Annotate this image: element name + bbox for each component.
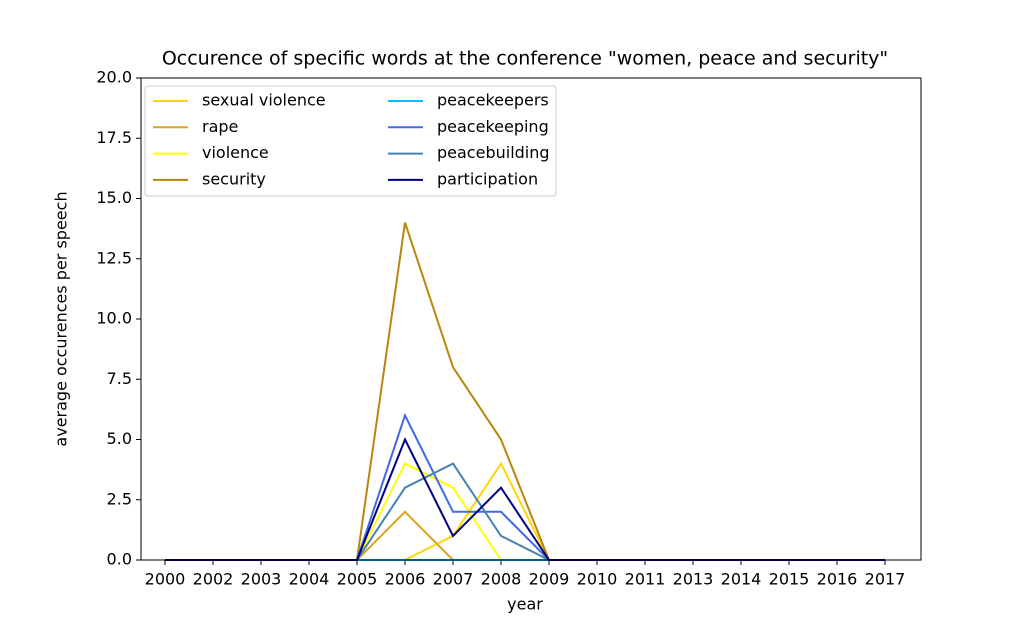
x-tick-label: 2014 bbox=[721, 570, 762, 589]
legend-label: peacekeeping bbox=[437, 117, 549, 136]
legend-label: security bbox=[202, 169, 266, 188]
series-line bbox=[165, 461, 885, 561]
y-tick-label: 10.0 bbox=[96, 309, 132, 328]
x-tick-label: 2017 bbox=[865, 570, 906, 589]
x-tick-label: 2009 bbox=[529, 570, 570, 589]
y-tick-label: 7.5 bbox=[107, 369, 132, 388]
x-tick-label: 2011 bbox=[625, 570, 666, 589]
legend-label: violence bbox=[202, 143, 269, 162]
legend-label: participation bbox=[437, 169, 538, 188]
legend-label: rape bbox=[202, 117, 238, 136]
x-tick-label: 2013 bbox=[673, 570, 714, 589]
x-tick-label: 2003 bbox=[241, 570, 282, 589]
chart-title: Occurence of specific words at the confe… bbox=[162, 48, 888, 70]
x-tick-label: 2010 bbox=[577, 570, 618, 589]
y-tick-label: 2.5 bbox=[107, 489, 132, 508]
x-tick-label: 2004 bbox=[289, 570, 330, 589]
x-tick-label: 2006 bbox=[385, 570, 426, 589]
y-tick-label: 15.0 bbox=[96, 188, 132, 207]
x-tick-label: 2005 bbox=[337, 570, 378, 589]
y-tick-label: 20.0 bbox=[96, 68, 132, 87]
x-tick-label: 2000 bbox=[145, 570, 186, 589]
x-tick-label: 2007 bbox=[433, 570, 474, 589]
series-line bbox=[165, 222, 885, 561]
legend-label: peacebuilding bbox=[437, 143, 550, 162]
y-tick-label: 17.5 bbox=[96, 128, 132, 147]
legend-box bbox=[144, 85, 557, 197]
x-tick-label: 2002 bbox=[193, 570, 234, 589]
legend-label: peacekeepers bbox=[437, 91, 549, 110]
y-axis-label: average occurences per speech bbox=[52, 191, 71, 446]
x-tick-label: 2015 bbox=[769, 570, 810, 589]
plot-frame bbox=[140, 77, 922, 561]
series-line bbox=[165, 412, 885, 561]
y-tick-label: 0.0 bbox=[107, 550, 132, 569]
x-tick-label: 2008 bbox=[481, 570, 522, 589]
legend-label: sexual violence bbox=[202, 91, 326, 110]
x-axis-label: year bbox=[507, 595, 543, 614]
x-tick-label: 2016 bbox=[817, 570, 858, 589]
y-tick-label: 12.5 bbox=[96, 248, 132, 267]
y-tick-label: 5.0 bbox=[107, 429, 132, 448]
